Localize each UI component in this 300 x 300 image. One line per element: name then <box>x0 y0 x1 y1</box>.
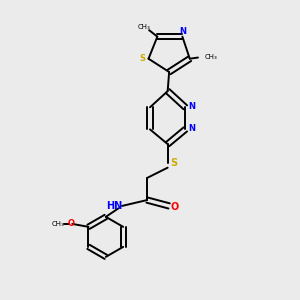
Text: O: O <box>67 219 74 228</box>
Text: N: N <box>188 124 195 133</box>
Text: S: S <box>139 54 145 63</box>
Text: CH₃: CH₃ <box>52 221 64 227</box>
Text: N: N <box>188 102 195 111</box>
Text: N: N <box>179 27 186 36</box>
Text: S: S <box>171 158 178 168</box>
Text: O: O <box>171 202 179 212</box>
Text: CH₃: CH₃ <box>205 54 218 60</box>
Text: HN: HN <box>106 201 122 211</box>
Text: CH₃: CH₃ <box>138 24 151 30</box>
